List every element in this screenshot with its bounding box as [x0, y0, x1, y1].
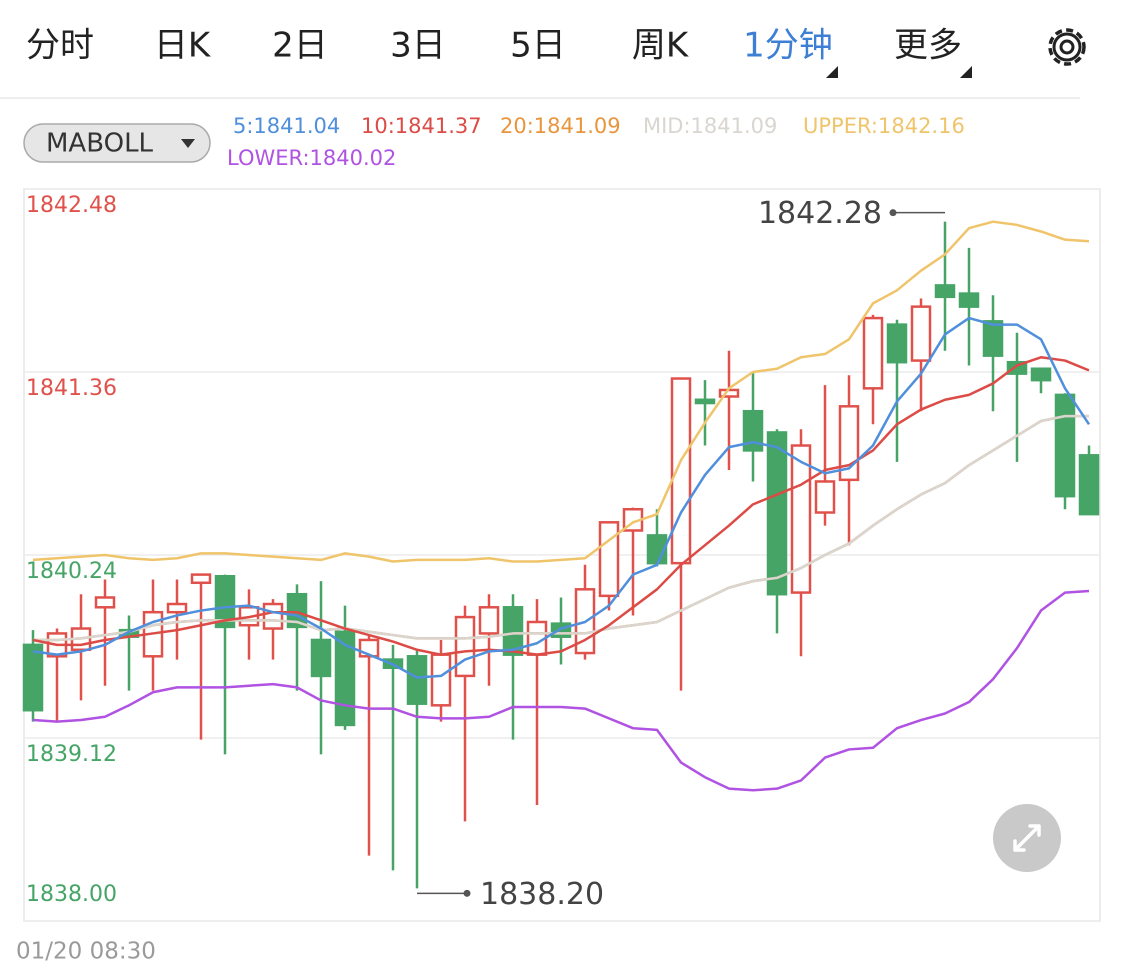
candle-body	[958, 292, 980, 308]
candle-body	[502, 606, 524, 656]
indicator-button[interactable]: MABOLL	[23, 123, 211, 163]
candle-body	[22, 643, 44, 712]
candle-body	[310, 638, 332, 678]
y-tick-label: 1842.48	[26, 193, 117, 218]
tab[interactable]: 3日	[390, 26, 446, 66]
x-tick-label: 01/20 08:30	[16, 939, 156, 965]
candle-body	[1078, 454, 1100, 516]
gear-body	[1052, 32, 1082, 62]
candle-body	[94, 596, 116, 609]
dropdown-arrow	[181, 139, 195, 148]
candle-body	[214, 574, 236, 629]
annotation-dot	[889, 209, 897, 217]
candle-body	[766, 431, 788, 596]
annotation-label: 1842.28	[758, 196, 882, 231]
candle-body	[934, 284, 956, 299]
expand-button[interactable]	[993, 804, 1061, 872]
overlay: 1842.48 1841.36 1840.24 1839.12 1838.00 1842.…	[26, 193, 945, 912]
y-tick-label: 1840.24	[26, 559, 117, 584]
annotation-label: 1838.20	[480, 877, 604, 912]
candle-body	[982, 320, 1004, 357]
indicator-label: MABOLL	[46, 129, 154, 159]
candle-body	[742, 409, 764, 452]
annotation-dot	[463, 889, 471, 897]
tab-label: 1分钟	[743, 26, 833, 66]
legend-entry: 5:1841.04	[233, 114, 340, 138]
expand-arrows	[1013, 824, 1041, 852]
tab[interactable]: 2日	[272, 26, 328, 66]
candle-body	[862, 316, 884, 390]
candle-body	[670, 377, 692, 565]
candle-body	[1006, 360, 1028, 375]
y-tick-label: 1839.12	[26, 742, 117, 767]
y-tick-label: 1838.00	[26, 882, 117, 907]
tab-label: 日K	[154, 26, 212, 66]
legend-entry: UPPER:1842.16	[803, 114, 965, 138]
lines	[32, 220, 1091, 792]
candle-body	[454, 615, 476, 678]
tab-label: 更多	[894, 26, 962, 66]
tab[interactable]: 分时	[26, 26, 94, 66]
indicator-line	[33, 414, 1089, 642]
legend-entry: LOWER:1840.02	[227, 146, 396, 170]
candle-body	[910, 305, 932, 362]
indicator-line	[32, 316, 1091, 679]
indicator-button-bg	[23, 123, 211, 163]
candle-body	[190, 573, 212, 585]
legend-entry: 20:1841.09	[500, 114, 621, 138]
tab-label: 3日	[390, 26, 446, 66]
candle-body	[262, 602, 284, 630]
indicator-line	[32, 589, 1090, 792]
candle-body	[406, 655, 428, 705]
candle-body	[430, 653, 452, 707]
tab-label: 分时	[26, 26, 94, 66]
tab[interactable]: 周K	[632, 26, 690, 66]
tab-label: 5日	[510, 26, 566, 66]
tab[interactable]: 日K	[154, 26, 212, 66]
indicator-line	[32, 356, 1090, 656]
candle-body	[886, 323, 908, 364]
indicator-line	[32, 220, 1090, 563]
gear-teeth	[1048, 28, 1086, 66]
tab-label: 2日	[272, 26, 328, 66]
y-tick-label: 1841.36	[26, 376, 117, 401]
tab-label: 周K	[632, 26, 690, 66]
candle-body	[478, 606, 500, 635]
dropdown-corner	[826, 66, 838, 78]
gear-hole	[1059, 39, 1075, 55]
candle-body	[598, 521, 620, 598]
candle-body	[1054, 393, 1076, 498]
settings-icon[interactable]	[1048, 28, 1086, 66]
candle-body	[166, 602, 188, 614]
tab[interactable]: 1分钟	[743, 26, 838, 79]
dropdown-corner	[960, 66, 972, 78]
tab[interactable]: 更多	[894, 26, 972, 79]
candle-body	[694, 398, 716, 405]
candle-body	[1030, 367, 1052, 382]
legend-entry: 10:1841.37	[361, 114, 482, 138]
candle-body	[814, 480, 836, 514]
legend-entry: MID:1841.09	[643, 114, 777, 138]
candle-body	[334, 630, 356, 727]
tab[interactable]: 5日	[510, 26, 566, 66]
